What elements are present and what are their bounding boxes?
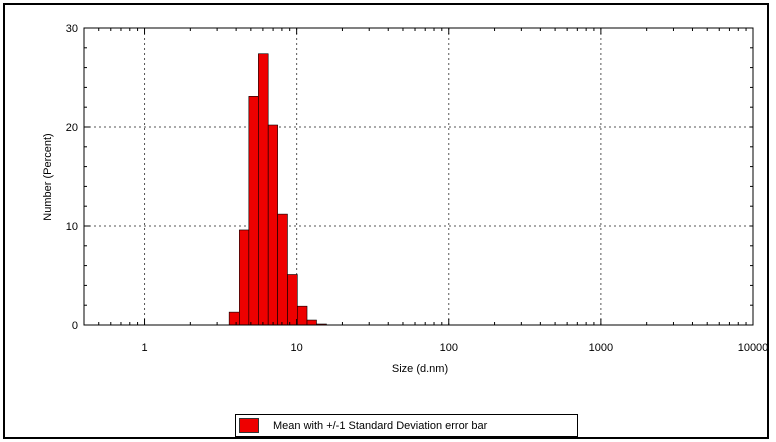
tick-marks	[83, 27, 754, 326]
histogram-bar	[228, 311, 240, 326]
x-tick-label: 100	[440, 342, 458, 354]
chart-frame	[3, 3, 769, 439]
histogram-bar	[248, 96, 259, 326]
plot-border	[83, 27, 754, 326]
legend-label: Mean with +/-1 Standard Deviation error …	[273, 419, 488, 432]
histogram-bar	[258, 53, 269, 326]
histogram-bar	[267, 124, 278, 326]
grid-lines	[84, 27, 754, 325]
x-tick-labels: 1 10 100 1000 10000	[141, 342, 768, 354]
histogram-bar	[297, 305, 308, 326]
x-axis-title: Size (d.nm)	[392, 363, 448, 375]
x-tick-label: 1000	[589, 342, 613, 354]
y-tick-label: 0	[72, 320, 78, 332]
y-tick-label: 30	[66, 23, 78, 35]
x-tick-label: 10	[291, 342, 303, 354]
y-tick-label: 20	[66, 122, 78, 134]
x-tick-label: 1	[141, 342, 147, 354]
bars-layer	[228, 53, 327, 326]
legend-swatch	[239, 418, 259, 433]
y-axis-title: Number (Percent)	[42, 133, 54, 220]
legend: Mean with +/-1 Standard Deviation error …	[235, 414, 578, 437]
histogram-bar	[287, 274, 298, 326]
y-tick-labels: 0 10 20 30	[66, 23, 78, 332]
histogram-bar	[239, 229, 250, 326]
y-tick-label: 10	[66, 221, 78, 233]
histogram-bar	[277, 213, 288, 326]
x-tick-label: 10000	[738, 342, 769, 354]
axes	[83, 27, 754, 326]
histogram-bar	[306, 319, 317, 326]
